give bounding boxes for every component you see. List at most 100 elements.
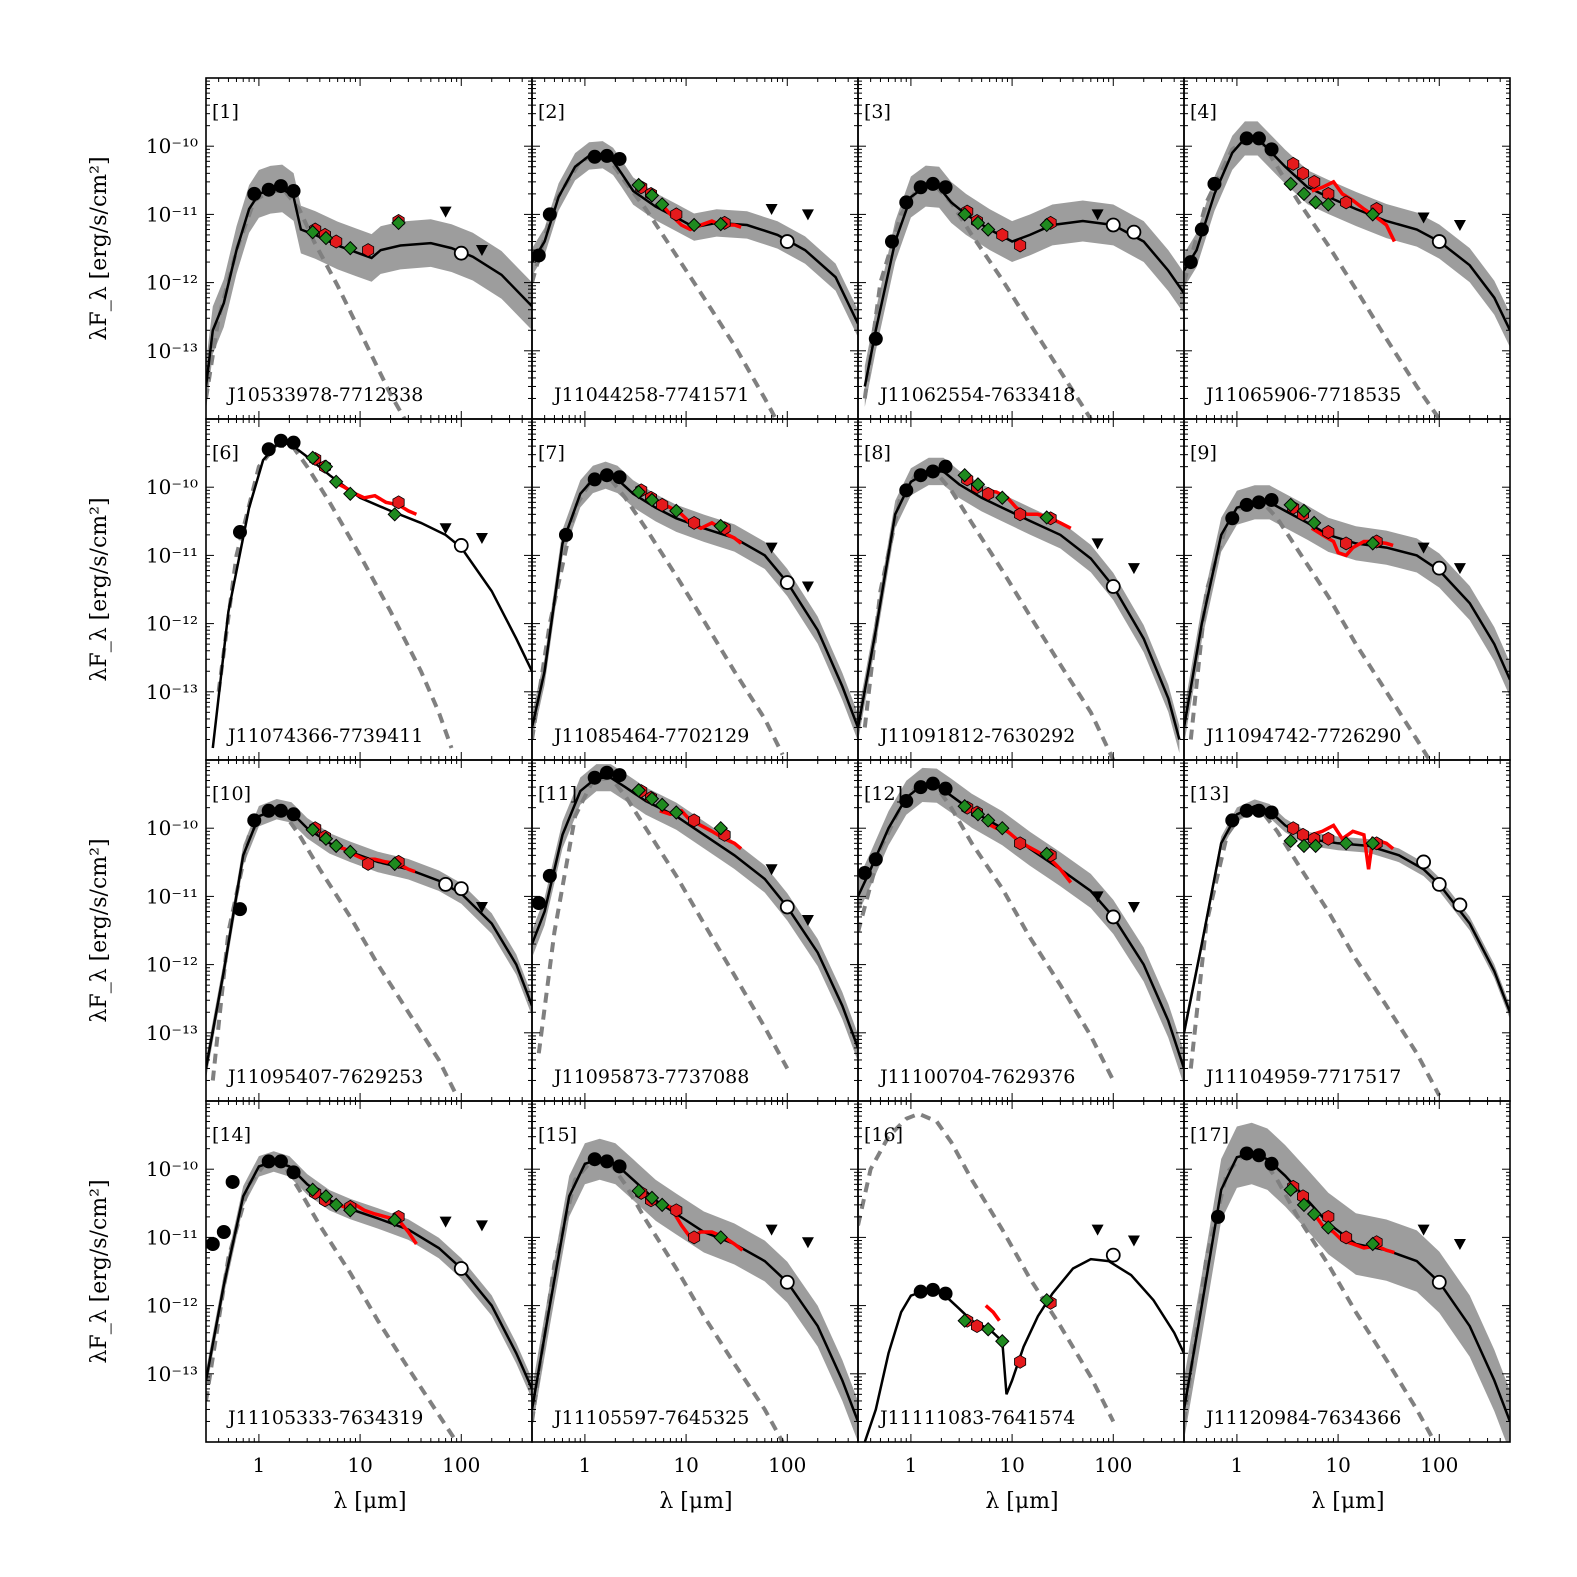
wise-point [391, 215, 406, 231]
photometry-point [868, 331, 883, 346]
upper-limit-marker [1417, 212, 1430, 224]
photometry-point [273, 433, 288, 448]
wise-point [343, 240, 358, 256]
y-tick-label: 10⁻¹² [146, 271, 198, 295]
wise-point [1039, 1292, 1054, 1308]
source-name: J11111083-7641574 [878, 1407, 1075, 1429]
source-name: J10533978-7712338 [226, 384, 423, 406]
plot-area [206, 164, 532, 419]
spitzer-point [688, 515, 701, 530]
y-axis-title: λF_λ [erg/s/cm²] [87, 838, 112, 1022]
photometry-point [913, 180, 928, 195]
pacs-point [779, 899, 795, 915]
wise-point [1306, 515, 1322, 531]
wise-point [970, 807, 986, 822]
x-tick-label: 10 [347, 1453, 372, 1477]
plot-area [1184, 121, 1510, 419]
upper-limit-marker [475, 901, 488, 913]
photometry-point [216, 1224, 231, 1239]
plot-area [1184, 1122, 1510, 1442]
spitzer-point [971, 1319, 983, 1334]
spitzer-point [1340, 1230, 1353, 1245]
wise-point [970, 215, 986, 231]
photometry-point [1225, 813, 1240, 828]
wise-point [1321, 197, 1336, 212]
photometry-point [1225, 511, 1240, 526]
wise-point [343, 1203, 358, 1218]
source-name: J11094742-7726290 [1204, 725, 1401, 747]
wise-point [644, 1190, 660, 1206]
wise-point [318, 459, 334, 474]
y-tick-label: 10⁻¹¹ [146, 884, 198, 908]
upper-limit-marker [1417, 542, 1430, 554]
wise-point [970, 477, 986, 492]
wise-point [644, 791, 660, 806]
pacs-point [1431, 1274, 1447, 1290]
pacs-point [1452, 897, 1468, 913]
photometry-point [232, 525, 247, 540]
model-ensemble [1184, 121, 1510, 348]
sed-panel: [3] J11062554-7633418 [857, 77, 1185, 420]
photometry-point [1251, 803, 1266, 818]
wise-point [1283, 176, 1298, 192]
wise-point [644, 188, 660, 203]
wise-point [1039, 217, 1054, 233]
pacs-point [1416, 854, 1432, 870]
best-fit-model-line [211, 442, 532, 749]
photometry-point [1207, 176, 1222, 191]
wise-point [1306, 1206, 1322, 1222]
panel-number: [15] [538, 1124, 577, 1146]
model-ensemble [532, 461, 858, 742]
photometry-point [261, 182, 276, 197]
best-fit-model-line [1184, 137, 1510, 331]
spitzer-point [1287, 156, 1300, 171]
pacs-point [438, 876, 454, 892]
plot-area [211, 433, 532, 749]
y-tick-label: 10⁻¹⁰ [146, 475, 198, 499]
upper-limit-marker [765, 1224, 778, 1236]
model-ensemble [1184, 1122, 1510, 1442]
upper-limit-marker [801, 1237, 814, 1249]
source-name: J11062554-7633418 [878, 384, 1075, 406]
pacs-point [779, 234, 795, 249]
panel-frame [1183, 1100, 1511, 1443]
wise-point [644, 492, 660, 508]
wise-point [1283, 833, 1298, 849]
x-axis-title: λ [μm] [333, 1489, 406, 1514]
spitzer-point [1014, 1354, 1027, 1369]
x-tick-label: 1 [1231, 1453, 1244, 1477]
x-axis-title: λ [μm] [1311, 1489, 1384, 1514]
pacs-point [1105, 579, 1121, 594]
photometry-point [1210, 1209, 1225, 1224]
source-name: J11091812-7630292 [878, 725, 1075, 747]
photometry-point [261, 442, 276, 457]
y-tick-label: 10⁻¹¹ [146, 202, 198, 226]
spitzer-point [982, 486, 995, 501]
x-tick-label: 10 [999, 1453, 1024, 1477]
pacs-point [1105, 217, 1121, 233]
spitzer-point [1297, 166, 1309, 181]
panel-number: [12] [864, 783, 903, 805]
x-tick-label: 1 [579, 1453, 592, 1477]
y-axis-title: λF_λ [erg/s/cm²] [87, 497, 112, 681]
model-ensemble [858, 767, 1184, 1086]
panel-number: [10] [212, 783, 251, 805]
spitzer-point [330, 234, 343, 249]
plot-area [862, 165, 1184, 419]
wise-point [1283, 497, 1298, 513]
photometry-point [1264, 492, 1279, 507]
wise-point [1039, 510, 1054, 525]
photometry-point [858, 866, 872, 881]
upper-limit-marker [1453, 219, 1466, 231]
wise-point [305, 1182, 320, 1197]
x-tick-label: 10 [673, 1453, 698, 1477]
wise-point [654, 1197, 670, 1213]
panel-number: [1] [212, 101, 239, 123]
wise-point [305, 224, 320, 240]
pacs-point [1431, 234, 1447, 249]
photometry-point [1239, 803, 1254, 818]
photometry-point [587, 472, 602, 487]
panel-frame [857, 418, 1185, 761]
pacs-point [779, 1274, 795, 1290]
upper-limit-marker [1091, 538, 1104, 550]
